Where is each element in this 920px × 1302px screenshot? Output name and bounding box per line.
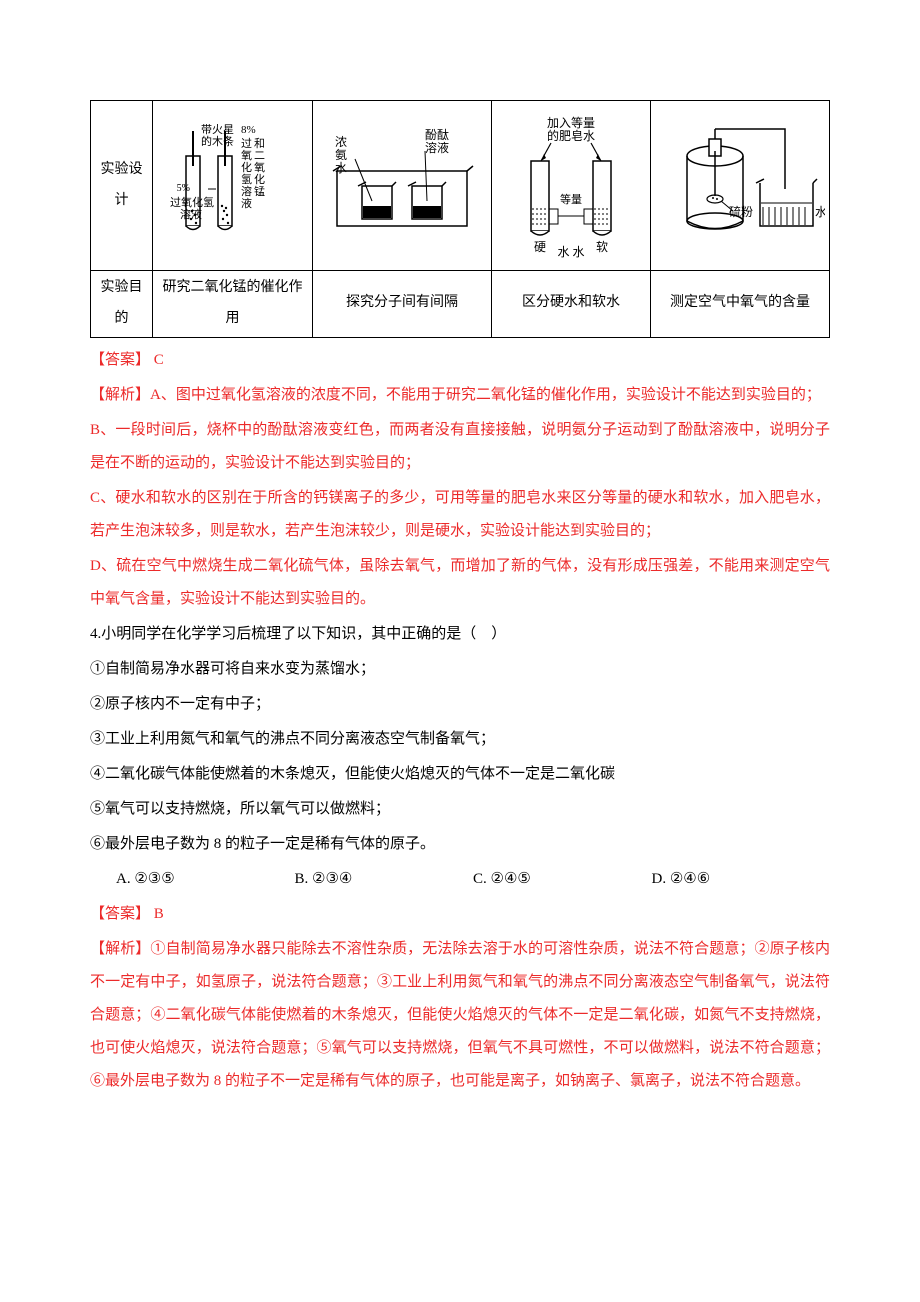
svg-text:溶液: 溶液 — [180, 207, 202, 221]
row1-label: 实验设计 — [91, 101, 153, 271]
svg-text:水 水: 水 水 — [557, 245, 584, 259]
svg-text:水: 水 — [815, 205, 825, 219]
svg-text:加入等量: 加入等量 — [547, 116, 595, 130]
svg-text:的肥皂水: 的肥皂水 — [547, 128, 595, 143]
svg-text:浓: 浓 — [335, 135, 347, 149]
svg-text:软: 软 — [596, 240, 608, 254]
q4-opt-d: D. ②④⑥ — [652, 863, 831, 896]
svg-text:氧: 氧 — [241, 148, 252, 162]
q4-opt-a: A. ②③⑤ — [116, 863, 295, 896]
q4-options: A. ②③⑤ B. ②③④ C. ②④⑤ D. ②④⑥ — [90, 863, 830, 896]
svg-text:酚酞: 酚酞 — [425, 127, 449, 142]
cell-b-diagram: 浓 氨 水 酚酞 溶液 — [313, 101, 492, 271]
cell-c-diagram: 加入等量 的肥皂水 — [492, 101, 651, 271]
svg-text:硫粉: 硫粉 — [729, 204, 753, 219]
svg-text:溶液: 溶液 — [425, 140, 449, 155]
q3-a-text: A、图中过氧化氢溶液的浓度不同，不能用于研究二氧化锰的催化作用，实验设计不能达到… — [150, 387, 821, 403]
svg-text:带火星: 带火星 — [201, 123, 234, 136]
svg-text:二: 二 — [254, 150, 265, 162]
q4-s2: ②原子核内不一定有中子； — [90, 688, 830, 721]
svg-text:5%: 5% — [176, 183, 189, 194]
q4-s4: ④二氧化碳气体能使燃着的木条熄灭，但能使火焰熄灭的气体不一定是二氧化碳 — [90, 758, 830, 791]
svg-text:和: 和 — [254, 137, 265, 150]
q3-analysis-d: D、硫在空气中燃烧生成二氧化硫气体，虽除去氧气，而增加了新的气体，没有形成压强差… — [90, 550, 830, 616]
row2-label: 实验目的 — [91, 271, 153, 338]
purpose-c: 区分硬水和软水 — [492, 271, 651, 338]
q4-answer: 【答案】 B — [90, 898, 830, 931]
experiment-table: 实验设计 带火星 的木条 8% — [90, 100, 830, 338]
svg-text:等量: 等量 — [560, 192, 582, 206]
svg-text:的木条: 的木条 — [201, 134, 234, 148]
svg-text:水: 水 — [335, 161, 347, 175]
cell-d-diagram: 硫粉 水 — [651, 101, 830, 271]
svg-text:溶: 溶 — [241, 184, 252, 198]
svg-text:液: 液 — [241, 196, 252, 210]
q4-analysis: 【解析】①自制简易净水器只能除去不溶性杂质，无法除去溶于水的可溶性杂质，说法不符… — [90, 933, 830, 1098]
svg-text:氨: 氨 — [335, 148, 347, 162]
q4-opt-b: B. ②③④ — [295, 863, 474, 896]
q4-opt-c: C. ②④⑤ — [473, 863, 652, 896]
purpose-b: 探究分子间有间隔 — [313, 271, 492, 338]
svg-text:化: 化 — [241, 160, 252, 174]
svg-text:锰: 锰 — [254, 184, 265, 198]
analysis-prefix: 【解析】 — [90, 387, 150, 403]
q3-analysis-a: 【解析】A、图中过氧化氢溶液的浓度不同，不能用于研究二氧化锰的催化作用，实验设计… — [90, 379, 830, 412]
svg-text:过氧化氢: 过氧化氢 — [170, 195, 214, 209]
q4-stem: 4.小明同学在化学学习后梳理了以下知识，其中正确的是（ ） — [90, 618, 830, 651]
svg-text:过: 过 — [241, 137, 252, 150]
svg-text:氧: 氧 — [254, 160, 265, 174]
svg-text:化: 化 — [254, 172, 265, 186]
q4-s5: ⑤氧气可以支持燃烧，所以氧气可以做燃料； — [90, 793, 830, 826]
svg-text:氢: 氢 — [241, 172, 252, 186]
svg-text:硬: 硬 — [534, 240, 546, 254]
purpose-a: 研究二氧化锰的催化作用 — [153, 271, 313, 338]
cell-a-diagram: 带火星 的木条 8% 过 氧 化 氢 溶 液 和 二 氧 化 锰 5% 过氧化氢… — [153, 101, 313, 271]
svg-text:8%: 8% — [241, 124, 256, 136]
q3-answer: 【答案】 C — [90, 344, 830, 377]
q4-s1: ①自制简易净水器可将自来水变为蒸馏水； — [90, 653, 830, 686]
q4-s3: ③工业上利用氮气和氧气的沸点不同分离液态空气制备氧气； — [90, 723, 830, 756]
purpose-d: 测定空气中氧气的含量 — [651, 271, 830, 338]
q4-s6: ⑥最外层电子数为 8 的粒子一定是稀有气体的原子。 — [90, 828, 830, 861]
q3-analysis-c: C、硬水和软水的区别在于所含的钙镁离子的多少，可用等量的肥皂水来区分等量的硬水和… — [90, 482, 830, 548]
q3-analysis-b: B、一段时间后，烧杯中的酚酞溶液变红色，而两者没有直接接触，说明氨分子运动到了酚… — [90, 414, 830, 480]
